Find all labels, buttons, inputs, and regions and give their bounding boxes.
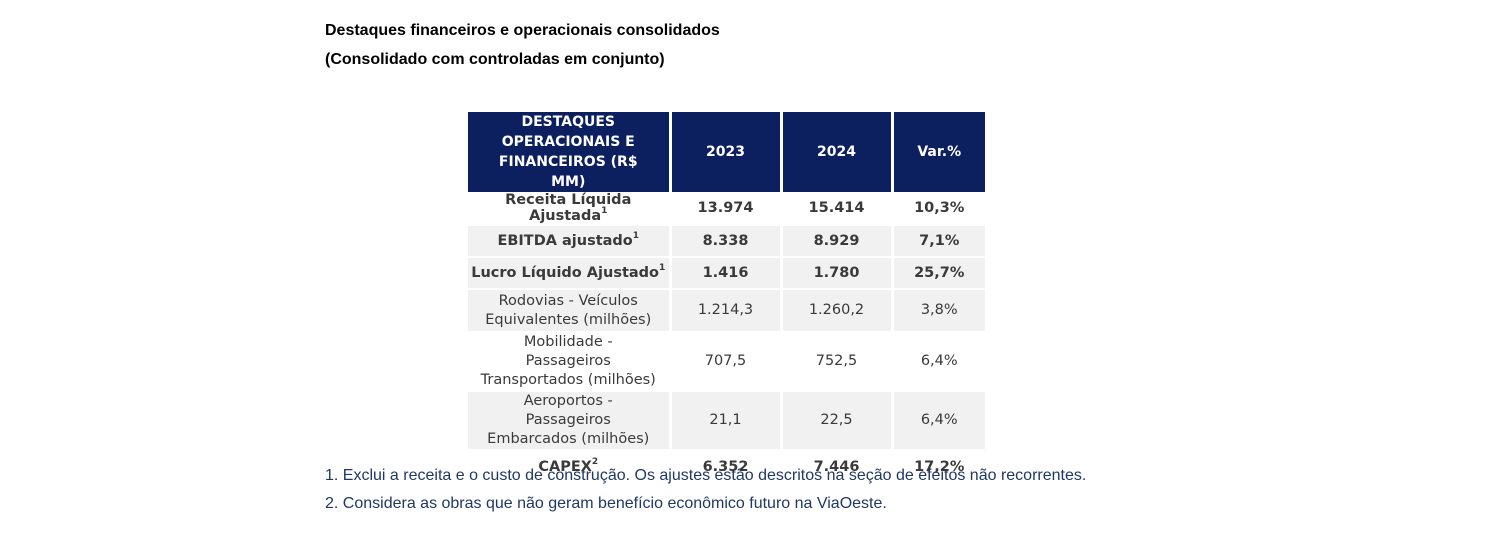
footnote-ref: 2	[591, 456, 599, 467]
cell-2023: 707,5	[670, 331, 783, 391]
header-variation: Var.%	[892, 112, 985, 192]
row-label: EBITDA ajustado1	[468, 224, 672, 257]
cell-2024: 752,5	[781, 331, 894, 391]
highlights-table: DESTAQUES OPERACIONAIS E FINANCEIROS (R$…	[468, 112, 985, 482]
section-subtitle: (Consolidado com controladas em conjunto…	[325, 51, 665, 68]
cell-variation: 6,4%	[892, 331, 985, 391]
table-row: EBITDA ajustado1 8.338 8.929 7,1%	[468, 224, 985, 257]
cell-2023: 13.974	[670, 192, 783, 225]
footnote-ref: 1	[601, 206, 608, 216]
cell-variation: 10,3%	[914, 200, 965, 216]
header-2023: 2023	[670, 112, 783, 192]
cell-2023: 1.214,3	[670, 288, 783, 332]
header-indicator: DESTAQUES OPERACIONAIS E FINANCEIROS (R$…	[468, 112, 672, 192]
cell-2023: 6.352	[670, 449, 783, 482]
cell-2024: 1.780	[781, 256, 894, 289]
table-row: CAPEX2 6.352 7.446 17,2%	[468, 449, 985, 482]
footnote-1: 1. Exclui a receita e o custo de constru…	[325, 467, 1087, 484]
row-label: Mobilidade - Passageiros Transportados (…	[468, 331, 672, 391]
table-header-row: DESTAQUES OPERACIONAIS E FINANCEIROS (R$…	[468, 112, 985, 192]
footnote-ref: 1	[632, 231, 640, 241]
table-row: Mobilidade - Passageiros Transportados (…	[468, 331, 985, 391]
row-label: CAPEX2	[468, 449, 672, 482]
cell-variation: 17,2%	[892, 449, 985, 482]
cell-2023: 8.338	[670, 224, 783, 257]
cell-2024: 7.446	[781, 449, 894, 482]
cell-variation: 7,1%	[892, 224, 985, 257]
table-row: Lucro Líquido Ajustado1 1.416 1.780 25,7…	[468, 256, 985, 289]
cell-2023: 1.416	[670, 256, 783, 289]
cell-variation: 25,7%	[892, 256, 985, 289]
section-title: Destaques financeiros e operacionais con…	[325, 22, 720, 39]
row-label: Rodovias - Veículos Equivalentes (milhõe…	[468, 288, 672, 332]
row-label: Lucro Líquido Ajustado1	[468, 256, 672, 289]
cell-2024: 15.414	[781, 192, 894, 225]
cell-variation: 6,4%	[892, 390, 985, 450]
footnote-ref: 1	[659, 263, 666, 273]
cell-2024: 1.260,2	[781, 288, 894, 332]
cell-variation: 3,8%	[892, 288, 985, 332]
header-2024: 2024	[781, 112, 894, 192]
row-label: Aeroportos - Passageiros Embarcados (mil…	[468, 390, 672, 450]
footnote-2: 2. Considera as obras que não geram bene…	[325, 495, 887, 512]
cell-2024: 22,5	[781, 390, 894, 450]
table-row: Rodovias - Veículos Equivalentes (milhõe…	[468, 288, 985, 332]
cell-2024: 8.929	[781, 224, 894, 257]
cell-2023: 21,1	[670, 390, 783, 450]
row-label: Receita Líquida Ajustada1	[468, 192, 672, 225]
table-row: Aeroportos - Passageiros Embarcados (mil…	[468, 390, 985, 450]
table-row: Receita Líquida Ajustada1 13.974 15.414 …	[468, 192, 985, 225]
